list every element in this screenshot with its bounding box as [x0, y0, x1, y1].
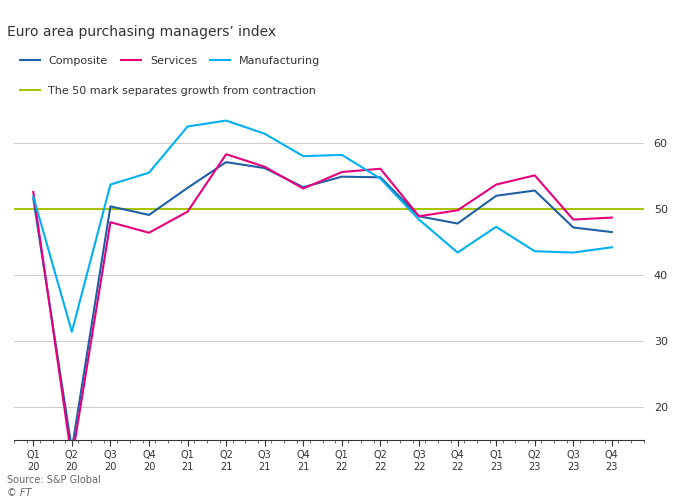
Text: Euro area purchasing managers’ index: Euro area purchasing managers’ index	[7, 25, 276, 39]
Text: © FT: © FT	[7, 488, 31, 498]
Text: Source: S&P Global: Source: S&P Global	[7, 475, 101, 485]
Legend: The 50 mark separates growth from contraction: The 50 mark separates growth from contra…	[20, 86, 316, 96]
